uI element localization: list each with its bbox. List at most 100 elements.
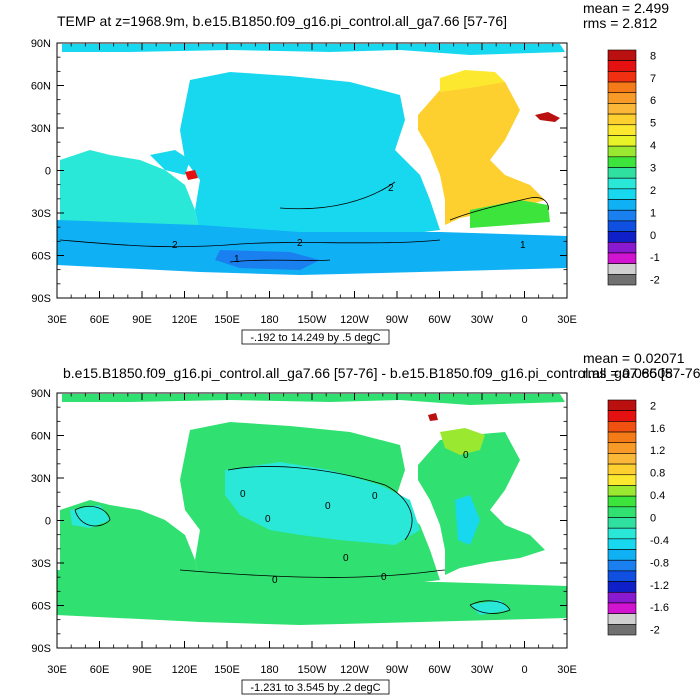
contour-label: 0 <box>343 553 349 564</box>
colorbar-swatch <box>607 495 637 508</box>
field-region-red-sea <box>185 170 198 180</box>
x-tick-label: 120E <box>172 664 198 676</box>
colorbar: 8 7 6 5 4 3 2 1 0 -1 -2 <box>607 49 660 287</box>
colorbar-swatch <box>607 570 637 582</box>
x-tick-label: 60E <box>90 664 110 676</box>
x-tick-label: 150W <box>298 314 327 326</box>
colorbar: 2 1.6 1.2 0.8 0.4 0 -0.4 -0.8 -1.2 -1.6 -2 <box>607 399 669 637</box>
x-tick-label: 60W <box>428 664 451 676</box>
x-tick-label: 30W <box>471 664 494 676</box>
colorbar-label: 8 <box>650 50 656 62</box>
x-tick-label: 30E <box>557 314 577 326</box>
x-tick-label: 30W <box>471 314 494 326</box>
colorbar-swatch <box>607 71 637 83</box>
colorbar-swatch <box>607 485 637 497</box>
colorbar-swatch <box>607 103 637 115</box>
colorbar-swatch <box>607 231 637 243</box>
range-box: -.192 to 14.249 by .5 degC <box>241 329 390 345</box>
colorbar-swatch <box>607 177 637 190</box>
y-tick-label: 60N <box>31 81 51 93</box>
colorbar-swatch <box>607 410 637 422</box>
map-area: 0 0 0 0 0 0 0 0 <box>56 392 568 649</box>
field-region-pacific <box>180 72 440 240</box>
colorbar-swatch <box>607 549 637 561</box>
colorbar-swatch <box>607 113 637 126</box>
colorbar-label: -0.8 <box>650 557 669 569</box>
contour-line <box>59 239 441 248</box>
range-label: -1.231 to 3.545 by .2 degC <box>250 682 380 694</box>
colorbar-label: -2 <box>650 625 660 637</box>
colorbar-swatch <box>607 135 637 147</box>
mean-label: mean = 0.02071 <box>583 350 685 366</box>
x-tick-label: 120W <box>340 314 369 326</box>
x-tick-label: 90W <box>386 664 409 676</box>
field-region-seas <box>150 150 190 175</box>
colorbar-label: 2 <box>650 400 656 412</box>
x-tick-label: 150W <box>298 664 327 676</box>
y-tick-label: 90S <box>31 643 51 655</box>
contour-label: 2 <box>297 238 303 249</box>
field-region-weddell <box>470 200 550 228</box>
colorbar-swatch <box>607 263 637 275</box>
contour-label: 0 <box>240 489 246 500</box>
contour-label: 0 <box>272 575 278 586</box>
colorbar-label: 4 <box>650 140 656 152</box>
colorbar-swatch <box>607 581 637 593</box>
colorbar-label: -0.4 <box>650 535 669 547</box>
y-tick-label: 0 <box>45 516 51 528</box>
colorbar-swatch <box>607 538 637 550</box>
y-tick-label: 30S <box>31 208 51 220</box>
colorbar-label: 5 <box>650 118 656 130</box>
contour-label: 0 <box>265 514 271 525</box>
contour-label: 2 <box>172 240 178 251</box>
colorbar-label: 7 <box>650 73 656 85</box>
x-tick-label: 90E <box>132 664 152 676</box>
field-region-cyan-pacific <box>225 462 420 545</box>
colorbar-label: 1.6 <box>650 423 665 435</box>
colorbar-swatch <box>607 156 637 168</box>
colorbar-swatch <box>607 602 637 614</box>
colorbar-label: -2 <box>650 275 660 287</box>
x-tick-label: 0 <box>521 664 527 676</box>
map-area: 2 2 2 1 1 <box>56 42 568 299</box>
y-tick-label: 60N <box>31 431 51 443</box>
y-tick-label: 0 <box>45 166 51 178</box>
panel-top: TEMP at z=1968.9m, b.e15.B1850.f09_g16.p… <box>31 0 669 345</box>
contour-label: 1 <box>520 240 526 251</box>
colorbar-swatch <box>607 517 637 529</box>
colorbar-swatch <box>607 431 637 444</box>
plot-title: b.e15.B1850.f09_g16.pi_control.all_ga7.6… <box>63 365 700 381</box>
field-region-cyan-west <box>70 505 110 528</box>
x-tick-label: 60E <box>90 314 110 326</box>
contour-label: 0 <box>381 572 387 583</box>
x-tick-label: 150E <box>214 314 240 326</box>
colorbar-swatch <box>607 474 637 486</box>
colorbar-swatch <box>607 559 637 572</box>
plot-title: TEMP at z=1968.9m, b.e15.B1850.f09_g16.p… <box>57 13 507 29</box>
colorbar-swatch <box>607 220 637 232</box>
x-tick-label: 150E <box>214 664 240 676</box>
colorbar-swatch <box>607 613 637 625</box>
colorbar-swatch <box>607 274 637 286</box>
colorbar-swatch <box>607 591 637 604</box>
colorbar-label: 1 <box>650 207 656 219</box>
colorbar-swatch <box>607 252 637 264</box>
contour-line <box>449 197 549 221</box>
x-tick-label: 180 <box>260 314 278 326</box>
colorbar-swatch <box>607 453 637 465</box>
field-region-atlantic <box>418 432 545 575</box>
mean-label: mean = 2.499 <box>583 0 669 16</box>
contour-line <box>74 506 111 527</box>
contour-line <box>469 600 511 614</box>
colorbar-swatch <box>607 81 637 94</box>
x-tick-label: 30E <box>557 664 577 676</box>
colorbar-label: 0 <box>650 513 656 525</box>
colorbar-label: -1 <box>650 252 660 264</box>
colorbar-swatch <box>607 92 637 104</box>
colorbar-label: 0 <box>650 230 656 242</box>
rms-label: rms = 2.812 <box>583 15 658 31</box>
x-tick-label: 30E <box>47 664 67 676</box>
x-tick-label: 0 <box>521 314 527 326</box>
field-region-labrador <box>440 70 505 92</box>
